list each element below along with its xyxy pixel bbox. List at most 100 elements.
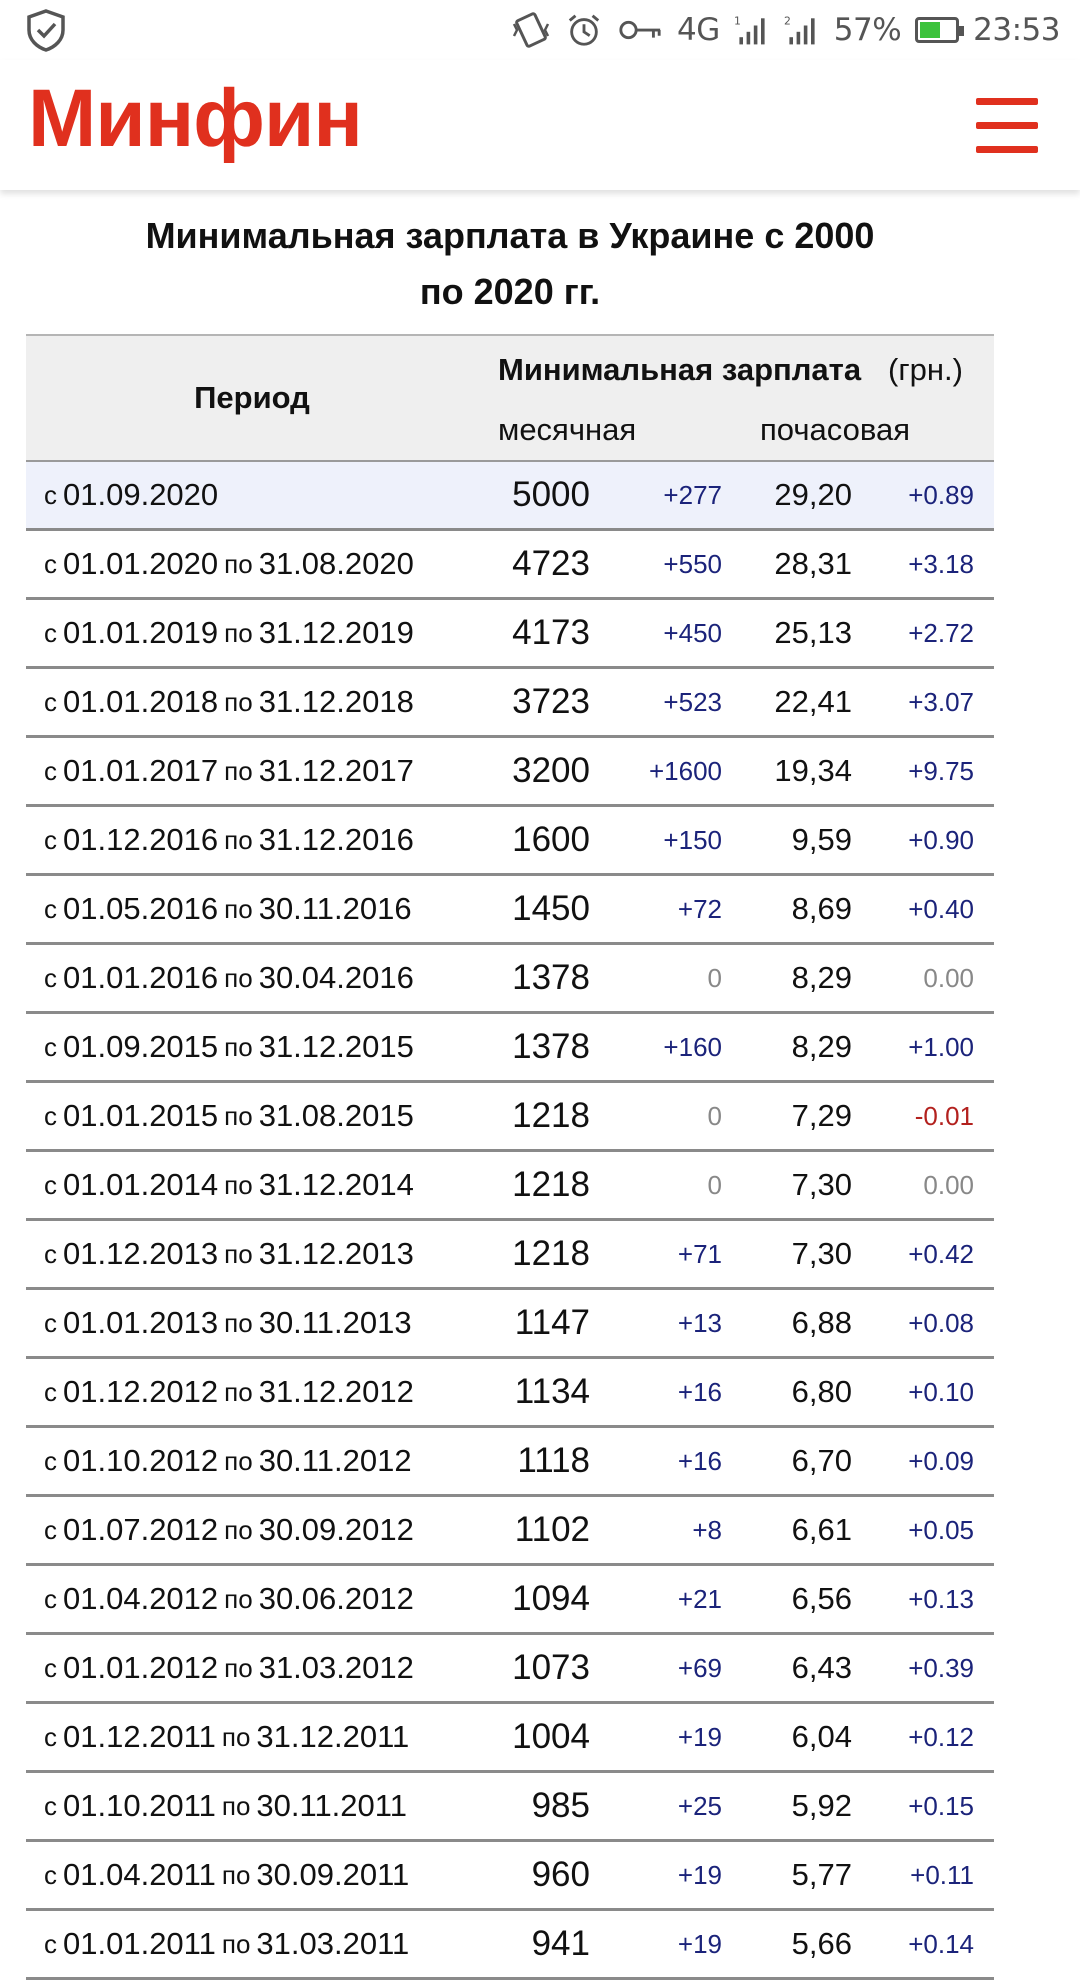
word-to: по	[224, 1445, 253, 1476]
word-to: по	[224, 1031, 253, 1062]
word-to: по	[224, 1307, 253, 1338]
table-row: с 01.04.2012 по 30.06.2012 1094 +21 6,56 +0.13	[26, 1566, 994, 1635]
monthly-delta-cell: +19	[677, 1928, 722, 1959]
hourly-delta-cell: +0.13	[908, 1583, 974, 1614]
monthly-delta-cell: +160	[663, 1031, 722, 1062]
sim1-label: 1	[734, 15, 741, 28]
monthly-delta-cell: 0	[707, 1100, 722, 1131]
hourly-delta-cell: +0.05	[908, 1514, 974, 1545]
period-cell: с 01.01.2013 по 30.11.2013	[44, 1290, 412, 1356]
alarm-icon	[568, 14, 600, 46]
table-row: с 01.01.2020 по 31.08.2020 4723 +550 28,31 +3.1…	[26, 531, 994, 600]
date-to: 31.08.2015	[258, 1098, 414, 1133]
period-cell: с 01.10.2011 по 30.11.2011	[44, 1773, 407, 1839]
word-from: с	[44, 1652, 57, 1683]
word-to: по	[221, 1859, 251, 1890]
hourly-value-cell: 25,13	[774, 615, 852, 650]
date-from: 01.12.2012	[63, 1374, 219, 1409]
word-from: с	[44, 1721, 57, 1752]
period-cell: с 01.01.2018 по 31.12.2018	[44, 669, 414, 735]
monthly-value-cell: 1134	[514, 1372, 590, 1411]
monthly-delta-cell: +550	[663, 548, 722, 579]
network-type: 4G	[677, 12, 720, 48]
date-to: 30.11.2013	[258, 1305, 412, 1340]
monthly-value-cell: 1378	[512, 1027, 590, 1066]
date-from: 01.09.2015	[63, 1029, 219, 1064]
monthly-value-cell: 5000	[512, 475, 590, 514]
site-header: Минфин	[0, 60, 1080, 190]
word-from: с	[44, 893, 57, 924]
battery-percent: 57%	[833, 12, 902, 48]
period-cell: с 01.01.2020 по 31.08.2020	[44, 531, 414, 597]
monthly-value-cell: 1378	[512, 958, 590, 997]
col-unit-header: (грн.)	[888, 352, 963, 387]
monthly-delta-cell: +21	[677, 1583, 722, 1614]
word-to: по	[224, 1652, 253, 1683]
table-row: с 01.12.2011 по 31.12.2011 1004 +19 6,04 +0.12	[26, 1704, 994, 1773]
word-from: с	[44, 1100, 57, 1131]
table-row: с 01.12.2016 по 31.12.2016 1600 +150 9,59 +0.90	[26, 807, 994, 876]
table-row: с 01.01.2013 по 30.11.2013 1147 +13 6,88 +0.08	[26, 1290, 994, 1359]
period-cell: с 01.01.2015 по 31.08.2015	[44, 1083, 414, 1149]
site-logo[interactable]: Минфин	[28, 73, 363, 164]
date-from: 01.10.2011	[63, 1788, 216, 1823]
period-cell: с 01.07.2012 по 30.09.2012	[44, 1497, 414, 1563]
period-cell: с 01.12.2012 по 31.12.2012	[44, 1359, 414, 1425]
word-from: с	[44, 1307, 57, 1338]
period-cell: с 01.04.2011 по 30.09.2011	[44, 1842, 409, 1908]
monthly-value-cell: 941	[531, 1924, 590, 1963]
table-header: Период Минимальная зарплата (грн.) месяч…	[26, 334, 994, 462]
monthly-delta-cell: +450	[663, 617, 722, 648]
hourly-value-cell: 5,92	[791, 1788, 852, 1823]
word-from: с	[44, 824, 57, 855]
period-cell: с 01.04.2012 по 30.06.2012	[44, 1566, 414, 1632]
date-to: 31.12.2018	[258, 684, 414, 719]
page-title-line1: Минимальная зарплата в Украине с 2000	[145, 215, 875, 256]
key-icon	[619, 20, 661, 40]
period-cell: с 01.01.2017 по 31.12.2017	[44, 738, 414, 804]
hourly-delta-cell: +1.00	[908, 1031, 974, 1062]
monthly-value-cell: 4173	[512, 613, 590, 652]
word-from: с	[44, 1376, 57, 1407]
monthly-value-cell: 1004	[512, 1717, 590, 1756]
hourly-delta-cell: 0.00	[923, 1169, 974, 1200]
monthly-delta-cell: +25	[677, 1790, 722, 1821]
period-cell: с 01.05.2016 по 30.11.2016	[44, 876, 412, 942]
word-from: с	[44, 1031, 57, 1062]
monthly-value-cell: 1073	[512, 1648, 590, 1687]
word-to: по	[224, 755, 253, 786]
hourly-delta-cell: +0.10	[908, 1376, 974, 1407]
table-row: с 01.09.2020 5000 +277 29,20 +0.89	[26, 462, 994, 531]
hourly-value-cell: 7,30	[791, 1167, 852, 1202]
hourly-value-cell: 22,41	[774, 684, 852, 719]
table-row: с 01.01.2019 по 31.12.2019 4173 +450 25,13 +2.7…	[26, 600, 994, 669]
period-cell: с 01.09.2020	[44, 462, 218, 528]
date-to: 30.04.2016	[258, 960, 414, 995]
date-from: 01.01.2012	[63, 1650, 219, 1685]
date-to: 31.12.2013	[258, 1236, 414, 1271]
word-from: с	[44, 1583, 57, 1614]
monthly-value-cell: 960	[531, 1855, 590, 1894]
monthly-delta-cell: +72	[677, 893, 722, 924]
hourly-delta-cell: +0.40	[908, 893, 974, 924]
word-from: с	[44, 479, 57, 510]
col-hourly-header: почасовая	[760, 412, 910, 447]
table-row: с 01.07.2012 по 30.09.2012 1102 +8 6,61 +0.05	[26, 1497, 994, 1566]
date-to: 30.06.2012	[258, 1581, 414, 1616]
monthly-value-cell: 985	[531, 1786, 590, 1825]
hourly-value-cell: 5,66	[791, 1926, 852, 1961]
word-from: с	[44, 1790, 57, 1821]
monthly-delta-cell: +69	[677, 1652, 722, 1683]
table-row: с 01.12.2013 по 31.12.2013 1218 +71 7,30 +0.42	[26, 1221, 994, 1290]
hamburger-menu-icon[interactable]	[976, 98, 1040, 154]
monthly-value-cell: 1094	[512, 1579, 590, 1618]
date-from: 01.01.2017	[63, 753, 219, 788]
table-row: с 01.10.2011 по 30.11.2011 985 +25 5,92 +0.15	[26, 1773, 994, 1842]
period-cell: с 01.09.2015 по 31.12.2015	[44, 1014, 414, 1080]
monthly-value-cell: 1218	[512, 1234, 590, 1273]
period-cell: с 01.01.2011 по 31.03.2011	[44, 1911, 409, 1977]
min-salary-table: Период Минимальная зарплата (грн.) месяч…	[26, 334, 994, 1980]
table-row: с 01.01.2012 по 31.03.2012 1073 +69 6,43 +0.39	[26, 1635, 994, 1704]
word-from: с	[44, 548, 57, 579]
word-from: с	[44, 1169, 57, 1200]
